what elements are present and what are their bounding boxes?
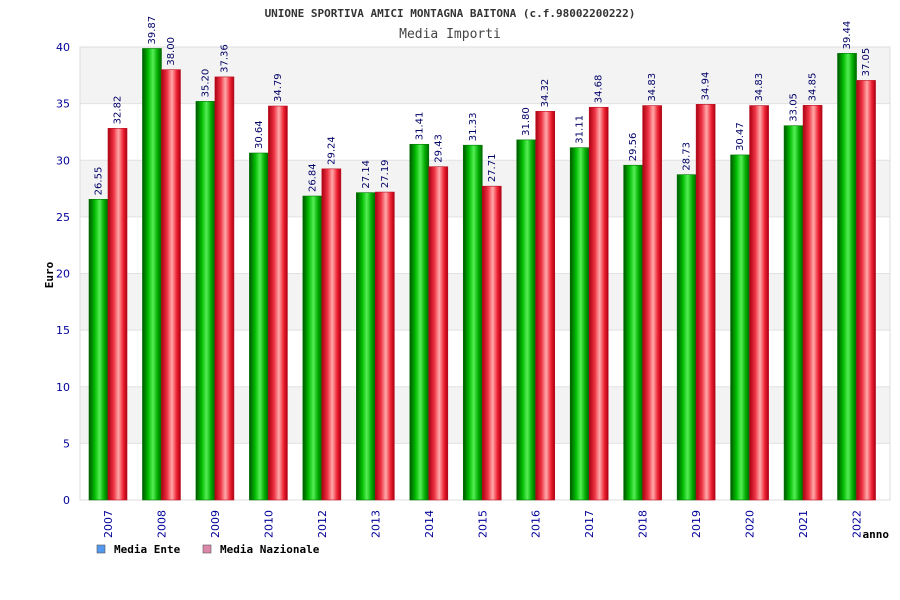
data-label: 30.64 — [254, 120, 265, 149]
data-label: 31.33 — [468, 113, 479, 142]
data-label: 38.00 — [166, 37, 177, 66]
bar-media-ente — [462, 144, 483, 501]
bar-media-ente — [623, 164, 643, 501]
bar-media-ente — [356, 192, 376, 501]
bar-media-nazionale — [375, 191, 395, 501]
bar-media-ente — [195, 101, 216, 501]
y-axis-ticks: 0 5 10 15 20 25 30 35 40 — [56, 41, 70, 507]
legend-swatch — [202, 544, 212, 554]
bar-media-nazionale — [161, 69, 181, 501]
data-label: 34.32 — [540, 79, 551, 108]
data-label: 29.24 — [326, 136, 337, 165]
data-label: 31.80 — [521, 107, 532, 136]
data-label: 26.84 — [307, 163, 318, 192]
bar-media-ente — [730, 154, 750, 501]
bar-media-nazionale — [802, 105, 823, 501]
bar-media-ente — [569, 147, 590, 501]
bar-media-nazionale — [321, 168, 342, 501]
chart-title: UNIONE SPORTIVA AMICI MONTAGNA BAITONA (… — [265, 7, 636, 20]
bar-media-nazionale — [588, 106, 609, 501]
data-label: 29.56 — [628, 133, 639, 162]
y-tick-label: 20 — [56, 268, 70, 281]
data-label: 33.05 — [789, 93, 800, 122]
data-label: 37.36 — [219, 44, 230, 73]
x-tick-label: 2018 — [637, 510, 650, 538]
x-axis-ticks: 2007 2008 2009 2010 2012 2013 2014 2015 2016 2017… — [102, 510, 864, 538]
bar-media-nazionale — [428, 166, 449, 501]
data-label: 26.55 — [94, 167, 105, 196]
data-labels: 26.55 32.82 39.87 38.00 35.20 37.36 30.64 34.79… — [94, 16, 873, 195]
x-tick-label: 2008 — [155, 510, 168, 538]
y-tick-label: 15 — [56, 324, 70, 337]
x-axis-label: anno — [863, 528, 890, 541]
bar-media-nazionale — [214, 76, 235, 501]
bar-media-ente — [676, 174, 697, 501]
data-label: 39.44 — [842, 21, 853, 50]
bar-media-nazionale — [695, 104, 716, 501]
data-label: 30.47 — [735, 122, 746, 151]
legend: Media Ente Media Nazionale — [96, 543, 320, 556]
data-label: 27.19 — [380, 159, 391, 188]
bar-media-nazionale — [481, 185, 502, 501]
data-label: 34.85 — [808, 73, 819, 102]
bar-media-ente — [409, 143, 430, 501]
x-tick-label: 2016 — [530, 510, 543, 538]
bar-media-nazionale — [535, 111, 556, 501]
bars — [88, 48, 876, 501]
data-label: 28.73 — [682, 142, 693, 171]
data-label: 34.83 — [647, 73, 658, 102]
data-label: 31.41 — [414, 112, 425, 141]
legend-label: Media Ente — [114, 543, 181, 556]
y-tick-label: 25 — [56, 211, 70, 224]
data-label: 27.71 — [487, 154, 498, 183]
bar-media-ente — [516, 139, 537, 501]
bar-media-nazionale — [642, 105, 662, 501]
y-tick-label: 10 — [56, 381, 70, 394]
x-tick-label: 2015 — [476, 510, 489, 538]
y-tick-label: 40 — [56, 41, 70, 54]
x-tick-label: 2017 — [583, 510, 596, 538]
x-tick-label: 2019 — [690, 510, 703, 538]
bar-media-nazionale — [856, 80, 876, 501]
data-label: 31.11 — [575, 115, 586, 144]
x-tick-label: 2010 — [262, 510, 275, 538]
bar-media-ente — [249, 152, 269, 501]
data-label: 39.87 — [147, 16, 158, 45]
chart-subtitle: Media Importi — [399, 27, 501, 42]
bar-media-ente — [783, 125, 804, 501]
x-tick-label: 2007 — [102, 510, 115, 538]
bar-media-nazionale — [107, 128, 128, 501]
y-axis-label: Euro — [43, 261, 56, 288]
bar-media-nazionale — [268, 105, 288, 501]
bar-media-nazionale — [749, 105, 769, 501]
x-tick-label: 2022 — [851, 510, 864, 538]
bar-media-ente — [302, 195, 323, 501]
x-tick-label: 2013 — [369, 510, 382, 538]
bar-media-ente — [142, 48, 162, 501]
data-label: 35.20 — [200, 69, 211, 98]
data-label: 27.14 — [361, 160, 372, 189]
data-label: 34.94 — [701, 72, 712, 101]
x-tick-label: 2021 — [797, 510, 810, 538]
data-label: 34.68 — [594, 75, 605, 104]
bar-media-ente — [88, 199, 109, 501]
y-tick-label: 30 — [56, 154, 70, 167]
data-label: 32.82 — [113, 96, 124, 125]
y-tick-label: 5 — [63, 437, 70, 450]
x-tick-label: 2014 — [423, 510, 436, 538]
data-label: 34.79 — [273, 73, 284, 102]
y-tick-label: 0 — [63, 494, 70, 507]
data-label: 34.83 — [754, 73, 765, 102]
x-tick-label: 2012 — [316, 510, 329, 538]
y-tick-label: 35 — [56, 98, 70, 111]
legend-swatch — [96, 544, 106, 554]
x-tick-label: 2009 — [209, 510, 222, 538]
x-tick-label: 2020 — [744, 510, 757, 538]
bar-media-ente — [837, 53, 857, 501]
legend-label: Media Nazionale — [220, 543, 320, 556]
data-label: 37.05 — [861, 48, 872, 77]
data-label: 29.43 — [433, 134, 444, 163]
